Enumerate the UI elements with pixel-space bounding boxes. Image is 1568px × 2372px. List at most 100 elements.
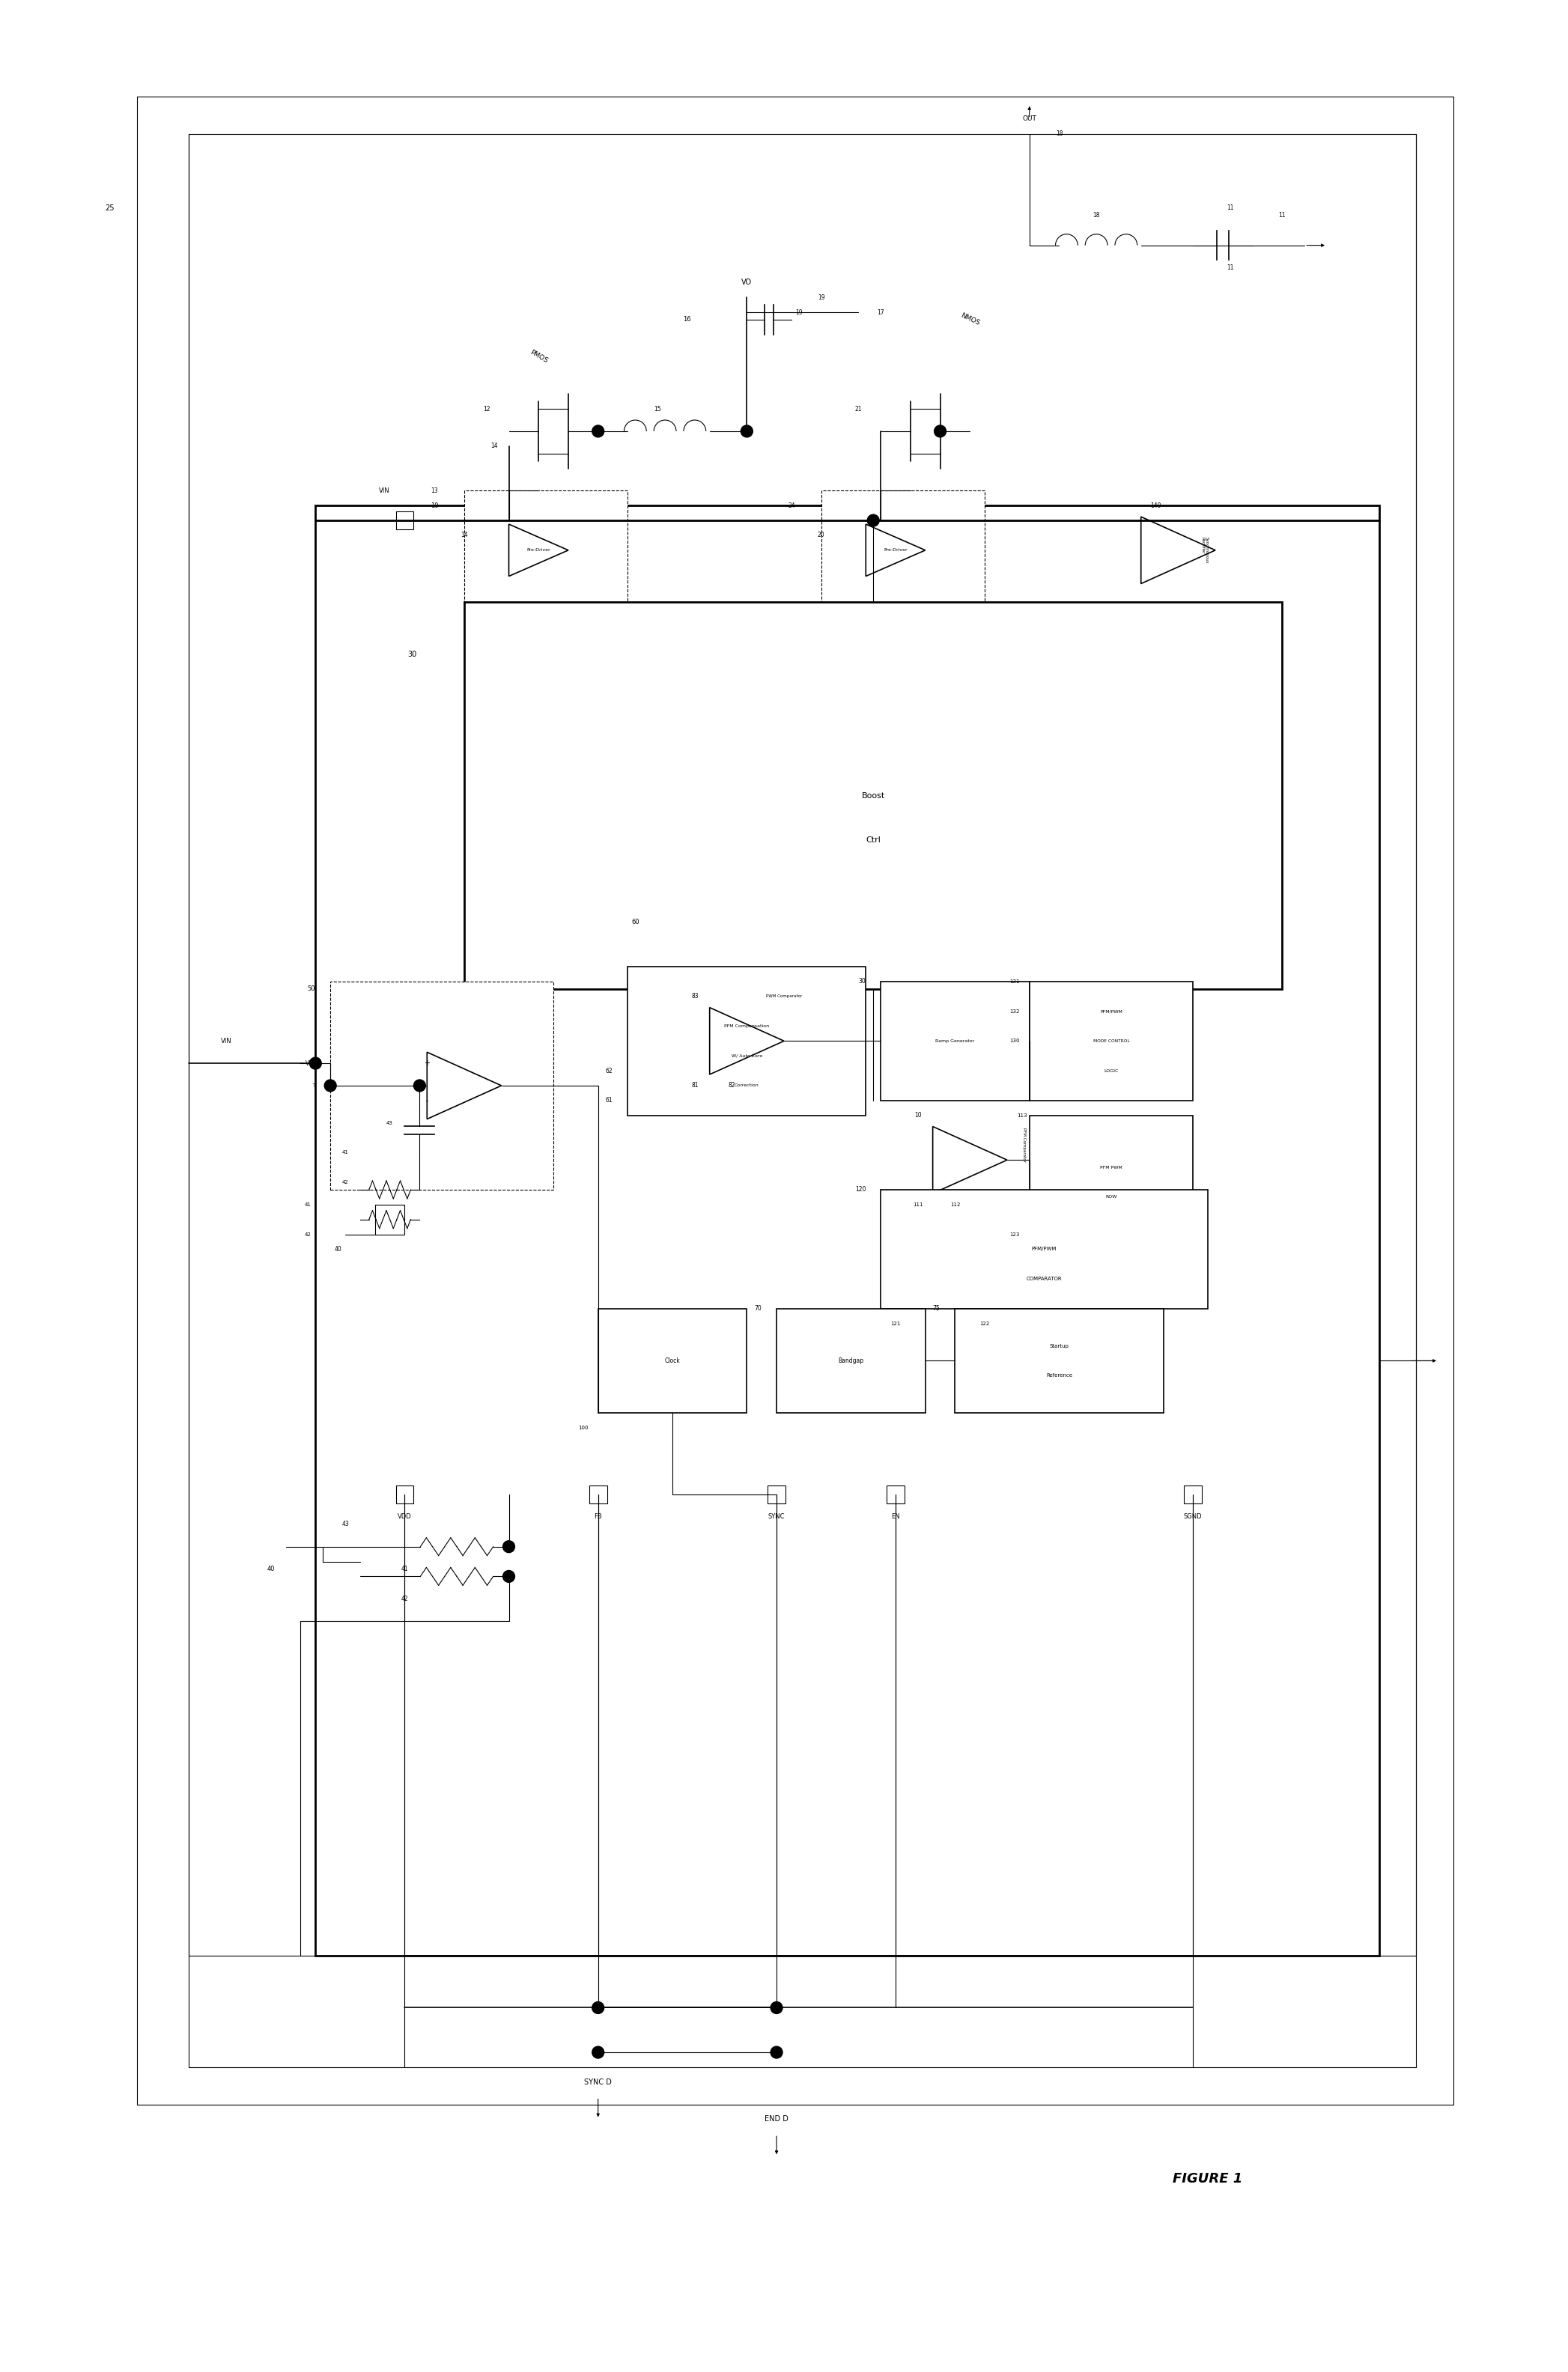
Text: 70: 70 xyxy=(754,1305,762,1312)
Text: 10: 10 xyxy=(914,1112,922,1120)
Bar xyxy=(822,491,985,610)
Text: 24: 24 xyxy=(787,503,795,510)
Bar xyxy=(627,968,866,1115)
Text: 112: 112 xyxy=(950,1203,960,1207)
Text: FB: FB xyxy=(594,1513,602,1520)
Bar xyxy=(768,1485,786,1504)
Bar xyxy=(776,1309,925,1414)
Bar xyxy=(881,1191,1207,1309)
Text: 82: 82 xyxy=(729,1082,735,1089)
Text: PFM Comparator: PFM Comparator xyxy=(1022,1129,1025,1162)
Circle shape xyxy=(770,2047,782,2059)
Bar xyxy=(331,982,554,1191)
Circle shape xyxy=(503,515,514,527)
Text: PMOS: PMOS xyxy=(528,349,549,365)
Text: Boost: Boost xyxy=(861,792,884,799)
Text: 11: 11 xyxy=(1226,263,1234,270)
Text: 19: 19 xyxy=(817,294,825,301)
Text: VIN: VIN xyxy=(221,1037,232,1044)
Bar xyxy=(590,1485,607,1504)
Text: Ramp Generator: Ramp Generator xyxy=(936,1039,975,1044)
Text: 41: 41 xyxy=(401,1566,408,1573)
Text: 43: 43 xyxy=(342,1520,348,1528)
Bar xyxy=(395,512,414,529)
Text: 17: 17 xyxy=(877,308,884,315)
Text: 11: 11 xyxy=(1279,211,1286,218)
Bar xyxy=(464,491,627,610)
Text: EN: EN xyxy=(891,1513,900,1520)
Text: END D: END D xyxy=(765,2116,789,2123)
Text: 41: 41 xyxy=(304,1203,312,1207)
Text: 100: 100 xyxy=(579,1426,588,1430)
Text: 131: 131 xyxy=(1010,980,1019,984)
Text: 121: 121 xyxy=(891,1321,900,1326)
Text: 122: 122 xyxy=(980,1321,989,1326)
Text: FIGURE 1: FIGURE 1 xyxy=(1173,2173,1243,2185)
Circle shape xyxy=(593,425,604,436)
Text: +: + xyxy=(423,1060,430,1067)
Text: 30: 30 xyxy=(859,977,866,984)
Circle shape xyxy=(593,2002,604,2014)
Text: Pre-Driver: Pre-Driver xyxy=(527,548,550,553)
Text: 25: 25 xyxy=(105,204,114,211)
Text: 83: 83 xyxy=(691,994,698,999)
Text: 19: 19 xyxy=(795,308,803,315)
Text: 16: 16 xyxy=(684,315,691,323)
Text: MODE CONTROL: MODE CONTROL xyxy=(1093,1039,1129,1044)
Text: 120: 120 xyxy=(855,1186,866,1193)
Bar xyxy=(1030,982,1193,1101)
Text: Ctrl: Ctrl xyxy=(866,837,881,844)
Text: 75: 75 xyxy=(933,1305,941,1312)
Text: 40: 40 xyxy=(334,1245,342,1252)
Text: 111: 111 xyxy=(913,1203,924,1207)
Text: 50: 50 xyxy=(307,987,315,991)
Text: 42: 42 xyxy=(401,1596,408,1601)
Text: COMPARATOR: COMPARATOR xyxy=(1027,1276,1062,1281)
Text: 123: 123 xyxy=(1010,1231,1019,1236)
Text: Synchronous
Rectifier: Synchronous Rectifier xyxy=(1201,536,1209,565)
Text: Reference: Reference xyxy=(1046,1373,1073,1378)
Text: 12: 12 xyxy=(483,406,491,413)
Circle shape xyxy=(740,425,753,436)
Text: 40: 40 xyxy=(267,1566,274,1573)
Circle shape xyxy=(309,1058,321,1070)
Text: PFM PWM: PFM PWM xyxy=(1101,1165,1123,1169)
Text: SYNC: SYNC xyxy=(768,1513,786,1520)
Text: 42: 42 xyxy=(342,1179,348,1184)
Text: 14: 14 xyxy=(461,531,467,538)
Text: PFM Compensation: PFM Compensation xyxy=(724,1025,770,1027)
Bar xyxy=(395,1485,414,1504)
Text: 130: 130 xyxy=(1010,1039,1019,1044)
Text: 15: 15 xyxy=(654,406,662,413)
Text: VIN: VIN xyxy=(306,1060,315,1067)
Text: PWM Comparator: PWM Comparator xyxy=(765,994,803,999)
Circle shape xyxy=(935,425,946,436)
Bar xyxy=(597,1309,746,1414)
Text: W/ Auto Zero: W/ Auto Zero xyxy=(731,1053,762,1058)
Bar xyxy=(881,982,1030,1101)
Text: VO: VO xyxy=(742,280,753,287)
Text: 140: 140 xyxy=(1151,503,1162,510)
Text: PFM/PWM: PFM/PWM xyxy=(1101,1010,1123,1013)
Text: NMOS: NMOS xyxy=(960,313,980,327)
Text: -: - xyxy=(426,1096,428,1105)
Text: Bandgap: Bandgap xyxy=(839,1357,864,1364)
Text: SGND: SGND xyxy=(1184,1513,1203,1520)
Bar xyxy=(955,1309,1163,1414)
Text: Pre-Driver: Pre-Driver xyxy=(884,548,908,553)
Circle shape xyxy=(593,2047,604,2059)
Circle shape xyxy=(414,1079,425,1091)
Text: 18: 18 xyxy=(1093,211,1099,218)
Text: PFM/PWM: PFM/PWM xyxy=(1032,1248,1057,1252)
Text: 21: 21 xyxy=(855,406,862,413)
Text: VIN: VIN xyxy=(379,486,390,493)
Text: 10: 10 xyxy=(431,503,439,510)
Text: T: T xyxy=(312,1084,315,1089)
Bar xyxy=(1184,1485,1203,1504)
Text: Correction: Correction xyxy=(734,1084,759,1086)
Text: 42: 42 xyxy=(304,1231,312,1236)
Text: Clock: Clock xyxy=(665,1357,681,1364)
Text: 14: 14 xyxy=(491,444,497,448)
Text: Startup: Startup xyxy=(1049,1343,1069,1347)
Text: 132: 132 xyxy=(1010,1008,1019,1013)
